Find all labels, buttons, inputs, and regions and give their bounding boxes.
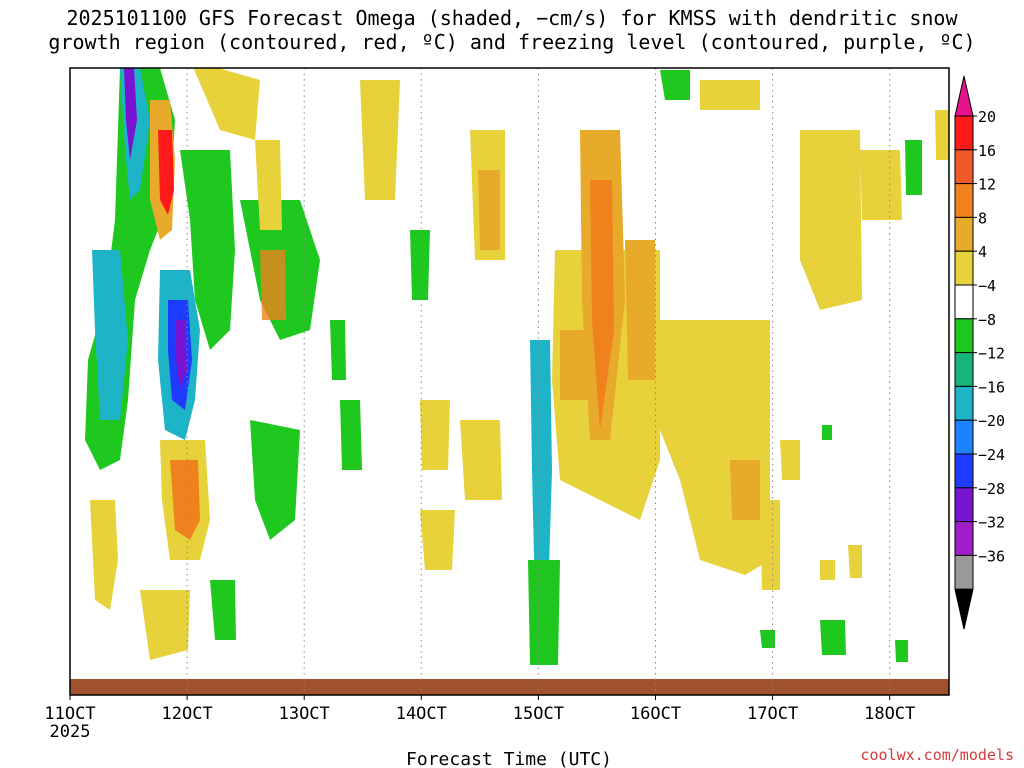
x-tick-label: 14OCT bbox=[396, 704, 447, 724]
plot-frame bbox=[69, 67, 950, 696]
x-tick-label: 12OCT bbox=[162, 704, 213, 724]
colorbar-tick-label: 12 bbox=[978, 176, 996, 194]
colorbar-swatch bbox=[954, 216, 974, 252]
chart-title: 2025101100 GFS Forecast Omega (shaded, −… bbox=[66, 6, 958, 30]
colorbar-swatch bbox=[954, 149, 974, 185]
x-axis-title: Forecast Time (UTC) bbox=[406, 749, 612, 768]
colorbar-swatch bbox=[954, 385, 974, 421]
colorbar-tick-label: −4 bbox=[978, 277, 996, 295]
colorbar-swatch bbox=[954, 419, 974, 455]
x-tick-label: 13OCT bbox=[279, 704, 330, 724]
colorbar-bottom-arrow bbox=[954, 588, 974, 630]
colorbar-tick-label: −28 bbox=[978, 480, 1005, 498]
colorbar-tick-label: −24 bbox=[978, 446, 1005, 464]
colorbar-tick-label: 16 bbox=[978, 142, 996, 160]
colorbar-swatch bbox=[954, 183, 974, 218]
colorbar-tick-label: 20 bbox=[978, 108, 996, 126]
colorbar-top-arrow bbox=[954, 75, 974, 117]
colorbar-tick-label: −20 bbox=[978, 412, 1005, 430]
colorbar-swatch bbox=[954, 284, 974, 320]
colorbar-tick-label: −8 bbox=[978, 311, 996, 329]
colorbar-swatch bbox=[954, 352, 974, 387]
colorbar-swatch bbox=[954, 318, 974, 354]
x-year-label: 2025 bbox=[50, 722, 91, 742]
x-tick-label: 15OCT bbox=[513, 704, 564, 724]
omega-shading bbox=[85, 68, 949, 665]
colorbar-tick-label: −16 bbox=[978, 378, 1005, 396]
x-tick-label: 17OCT bbox=[747, 704, 798, 724]
colorbar-swatch bbox=[954, 487, 974, 523]
colorbar-tick-label: 8 bbox=[978, 209, 987, 227]
x-tick-label: 18OCT bbox=[864, 704, 915, 724]
chart-subtitle: growth region (contoured, red, ºC) and f… bbox=[48, 30, 976, 54]
colorbar-swatch bbox=[954, 554, 974, 590]
colorbar-tick-label: −32 bbox=[978, 514, 1005, 532]
x-axis-time: 11OCT 12OCT 13OCT 14OCT 15OCT 16OCT 17OCT 18OCT… bbox=[44, 695, 915, 742]
plot-grid bbox=[186, 68, 891, 695]
colorbar-tick-label: −12 bbox=[978, 345, 1005, 363]
credit-link[interactable]: coolwx.com/models bbox=[860, 746, 1014, 764]
colorbar-tick-label: −36 bbox=[978, 547, 1005, 565]
x-tick-label: 16OCT bbox=[630, 704, 681, 724]
chart-title-block: 2025101100 GFS Forecast Omega (shaded, −… bbox=[0, 6, 1024, 54]
colorbar-tick-label: 4 bbox=[978, 243, 987, 261]
ground-surface-strip bbox=[70, 679, 949, 695]
colorbar-swatch bbox=[954, 250, 974, 286]
colorbar-swatch bbox=[954, 115, 974, 151]
colorbar-swatch bbox=[954, 453, 974, 489]
x-tick-label: 11OCT bbox=[44, 704, 95, 724]
colorbar-swatch bbox=[954, 521, 974, 556]
colorbar-legend: 20 16 12 8 4 −4 −8 −12 −16 −20 −24 −28 −32 −36 bbox=[954, 75, 1005, 630]
